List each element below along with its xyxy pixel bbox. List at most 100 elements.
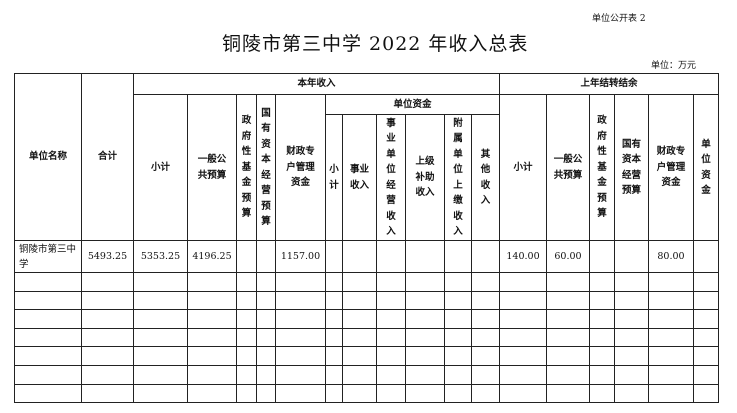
table-cell	[546, 272, 590, 292]
table-row: 铜陵市第三中学 5493.25 5353.25 4196.25 1157.00 140.0…	[14, 240, 720, 273]
cell-unit-name	[14, 327, 82, 348]
table-cell	[648, 383, 694, 404]
table-cell: 5353.25	[133, 240, 188, 273]
form-number: 单位公开表 2	[592, 14, 646, 24]
table-cell	[187, 346, 237, 366]
table-cell	[133, 309, 188, 329]
table-cell	[589, 240, 615, 273]
table-cell	[444, 346, 472, 366]
table-cell	[499, 327, 547, 348]
table-cell	[471, 240, 500, 273]
table-cell: 140.00	[499, 240, 547, 273]
table-cell	[236, 383, 257, 404]
table-cell	[692, 309, 720, 329]
table-cell	[256, 383, 276, 404]
header-py-general: 一般公共预算	[546, 94, 590, 241]
table-cell	[325, 327, 343, 348]
table-cell	[376, 346, 406, 366]
table-cell	[236, 272, 257, 292]
table-cell: 1157.00	[275, 240, 326, 273]
table-cell	[614, 383, 649, 404]
table-row	[14, 346, 720, 366]
table-cell	[444, 364, 472, 385]
table-cell	[499, 290, 547, 311]
table-cell	[471, 327, 500, 348]
table-cell	[342, 346, 377, 366]
table-cell	[256, 290, 276, 311]
table-cell	[444, 272, 472, 292]
table-cell	[405, 364, 445, 385]
table-cell	[499, 272, 547, 292]
table-cell	[471, 272, 500, 292]
table-cell	[376, 364, 406, 385]
table-cell	[325, 309, 343, 329]
header-py-fiscal-account: 财政专户管理资金	[648, 94, 694, 241]
table-cell	[236, 290, 257, 311]
table-cell	[405, 240, 445, 273]
table-cell	[648, 327, 694, 348]
table-cell	[405, 346, 445, 366]
table-cell	[471, 383, 500, 404]
header-cy-general: 一般公共预算	[187, 94, 237, 241]
table-cell	[614, 290, 649, 311]
table-row	[14, 364, 720, 385]
table-cell	[405, 309, 445, 329]
header-py-subtotal: 小计	[499, 94, 547, 241]
table-cell	[405, 327, 445, 348]
cell-unit-name: 铜陵市第三中学	[14, 240, 82, 273]
table-cell	[692, 364, 720, 385]
table-cell	[376, 290, 406, 311]
cell-unit-name	[14, 309, 82, 329]
table-cell	[471, 364, 500, 385]
table-cell	[133, 383, 188, 404]
header-cy-subtotal: 小计	[133, 94, 188, 241]
table-cell	[256, 240, 276, 273]
table-cell	[133, 364, 188, 385]
table-cell	[256, 364, 276, 385]
table-cell	[256, 346, 276, 366]
table-cell	[546, 290, 590, 311]
table-cell	[648, 346, 694, 366]
table-cell	[589, 309, 615, 329]
header-cy-gov-fund: 政府性基金预算	[236, 94, 257, 241]
table-cell	[133, 272, 188, 292]
table-cell	[275, 383, 326, 404]
table-cell	[376, 309, 406, 329]
header-cy-state-capital: 国有资本经营预算	[256, 94, 276, 241]
table-cell	[589, 364, 615, 385]
table-row	[14, 309, 720, 329]
table-cell	[236, 240, 257, 273]
cell-unit-name	[14, 290, 82, 311]
header-total: 合计	[81, 73, 134, 241]
header-cy-fiscal-account: 财政专户管理资金	[275, 94, 326, 241]
table-cell	[648, 290, 694, 311]
header-unit-name: 单位名称	[14, 73, 82, 241]
table-cell	[499, 383, 547, 404]
table-cell	[546, 364, 590, 385]
table-cell	[376, 272, 406, 292]
table-cell	[692, 272, 720, 292]
table-cell	[546, 309, 590, 329]
table-cell	[187, 383, 237, 404]
table-cell	[546, 383, 590, 404]
table-cell	[692, 290, 720, 311]
table-cell	[589, 327, 615, 348]
income-summary-table: 单位名称 合计 本年收入 上年结转结余 小计 一般公共预算 政府性基金预算 国有…	[14, 73, 720, 404]
header-py-state-capital: 国有资本经营预算	[614, 94, 649, 241]
table-cell	[342, 327, 377, 348]
table-cell	[81, 346, 134, 366]
table-cell	[256, 309, 276, 329]
table-cell	[133, 290, 188, 311]
table-cell	[499, 346, 547, 366]
cell-unit-name	[14, 346, 82, 366]
table-cell	[589, 290, 615, 311]
table-cell	[236, 309, 257, 329]
table-cell: 60.00	[546, 240, 590, 273]
table-cell	[471, 346, 500, 366]
table-cell	[405, 290, 445, 311]
table-cell	[342, 290, 377, 311]
table-cell	[589, 272, 615, 292]
table-cell	[325, 240, 343, 273]
table-cell	[187, 272, 237, 292]
header-unit-funds: 单位资金	[325, 94, 500, 115]
